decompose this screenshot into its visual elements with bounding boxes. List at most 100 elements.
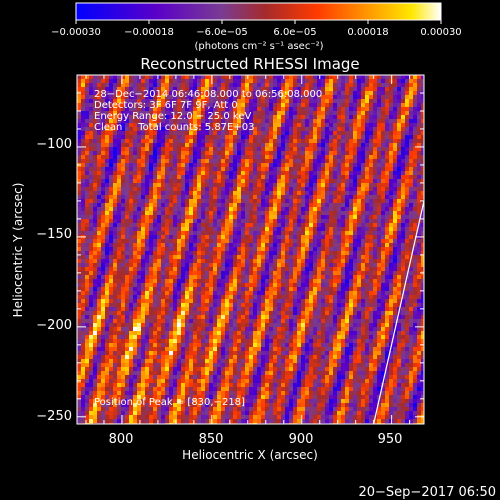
heatmap-cell <box>105 123 110 128</box>
heatmap-cell <box>237 87 242 92</box>
heatmap-cell <box>133 243 138 248</box>
heatmap-cell <box>417 171 422 176</box>
heatmap-cell <box>85 231 90 236</box>
heatmap-cell <box>305 155 310 160</box>
heatmap-cell <box>133 99 138 104</box>
heatmap-cell <box>377 243 382 248</box>
heatmap-cell <box>249 191 254 196</box>
heatmap-cell <box>421 103 424 108</box>
heatmap-cell <box>345 247 350 252</box>
heatmap-cell <box>237 175 242 180</box>
heatmap-cell <box>225 207 230 212</box>
heatmap-cell <box>381 279 386 284</box>
heatmap-cell <box>125 119 130 124</box>
heatmap-cell <box>317 83 322 88</box>
heatmap-cell <box>237 191 242 196</box>
heatmap-cell <box>229 191 234 196</box>
heatmap-cell <box>293 131 298 136</box>
heatmap-cell <box>197 287 202 292</box>
heatmap-cell <box>285 179 290 184</box>
heatmap-cell <box>129 291 134 296</box>
heatmap-cell <box>157 219 162 224</box>
heatmap-cell <box>257 175 262 180</box>
heatmap-cell <box>377 95 382 100</box>
heatmap-cell <box>401 267 406 272</box>
heatmap-cell <box>149 83 154 88</box>
heatmap-cell <box>333 283 338 288</box>
heatmap-cell <box>153 147 158 152</box>
heatmap-cell <box>337 291 342 296</box>
heatmap-cell <box>245 275 250 280</box>
heatmap-cell <box>225 259 230 264</box>
heatmap-cell <box>413 191 418 196</box>
heatmap-cell <box>373 231 378 236</box>
heatmap-cell <box>241 287 246 292</box>
heatmap-cell <box>141 251 146 256</box>
heatmap-cell <box>153 167 158 172</box>
heatmap-cell <box>145 159 150 164</box>
heatmap-cell <box>325 139 330 144</box>
heatmap-cell <box>193 115 198 120</box>
heatmap-cell <box>293 87 298 92</box>
heatmap-cell <box>249 239 254 244</box>
heatmap-cell <box>129 107 134 112</box>
heatmap-cell <box>133 155 138 160</box>
heatmap-cell <box>121 95 126 100</box>
heatmap-cell <box>193 159 198 164</box>
heatmap-cell <box>193 195 198 200</box>
heatmap-cell <box>101 103 106 108</box>
heatmap-cell <box>225 111 230 116</box>
heatmap-cell <box>321 235 326 240</box>
heatmap-cell <box>177 111 182 116</box>
heatmap-cell <box>305 235 310 240</box>
heatmap-cell <box>353 179 358 184</box>
heatmap-cell <box>157 159 162 164</box>
heatmap-cell <box>77 259 82 264</box>
heatmap-cell <box>301 227 306 232</box>
heatmap-cell <box>409 87 414 92</box>
heatmap-cell <box>361 75 366 80</box>
heatmap-cell <box>217 207 222 212</box>
heatmap-cell <box>349 231 354 236</box>
heatmap-cell <box>189 111 194 116</box>
heatmap-cell <box>209 175 214 180</box>
heatmap-cell <box>261 99 266 104</box>
heatmap-cell <box>257 283 262 288</box>
heatmap-cell <box>89 239 94 244</box>
heatmap-cell <box>173 279 178 284</box>
heatmap-cell <box>297 175 302 180</box>
heatmap-cell <box>257 143 262 148</box>
heatmap-cell <box>177 287 182 292</box>
heatmap-cell <box>209 227 214 232</box>
heatmap-cell <box>405 91 410 96</box>
heatmap-cell <box>269 299 274 304</box>
heatmap-cell <box>285 95 290 100</box>
heatmap-cell <box>241 127 246 132</box>
heatmap-cell <box>261 171 266 176</box>
heatmap-cell <box>117 243 122 248</box>
heatmap-cell <box>165 243 170 248</box>
heatmap-cell <box>317 91 322 96</box>
heatmap-cell <box>97 99 102 104</box>
heatmap-cell <box>393 255 398 260</box>
heatmap-cell <box>329 135 334 140</box>
heatmap-cell <box>265 163 270 168</box>
heatmap-cell <box>225 223 230 228</box>
heatmap-cell <box>161 279 166 284</box>
heatmap-cell <box>421 243 424 248</box>
heatmap-cell <box>257 215 262 220</box>
heatmap-cell <box>265 283 270 288</box>
heatmap-cell <box>205 251 210 256</box>
heatmap-cell <box>293 227 298 232</box>
heatmap-cell <box>133 179 138 184</box>
heatmap-cell <box>273 119 278 124</box>
heatmap-cell <box>81 151 86 156</box>
heatmap-cell <box>273 95 278 100</box>
heatmap-cell <box>329 231 334 236</box>
heatmap-cell <box>317 75 322 80</box>
heatmap-cell <box>305 103 310 108</box>
heatmap-cell <box>357 231 362 236</box>
heatmap-cell <box>273 255 278 260</box>
heatmap-cell <box>245 167 250 172</box>
heatmap-cell <box>409 235 414 240</box>
